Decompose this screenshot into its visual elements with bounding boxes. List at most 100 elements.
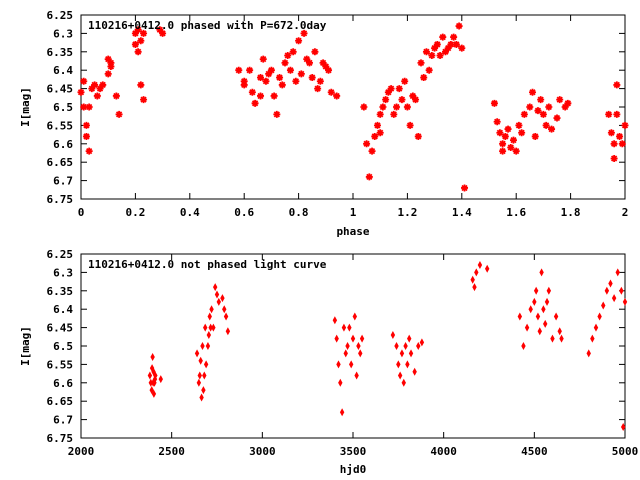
x-tick-label: 4500 (521, 445, 548, 458)
data-point (544, 297, 550, 306)
data-point (289, 48, 297, 56)
data-point (222, 305, 227, 314)
data-point (419, 338, 425, 347)
data-point (208, 323, 213, 332)
data-point (115, 110, 123, 118)
data-point (444, 44, 452, 52)
y-tick-label: 6.55 (47, 119, 74, 132)
data-point (539, 268, 544, 277)
data-point (390, 110, 398, 118)
data-point (394, 342, 399, 350)
data-point (526, 103, 534, 111)
y-tick-label: 6.65 (47, 395, 74, 408)
y-tick-label: 6.3 (53, 27, 73, 40)
data-point (541, 305, 546, 314)
data-point (235, 66, 243, 74)
data-point (548, 125, 556, 133)
y-tick-label: 6.3 (53, 266, 73, 279)
data-point (542, 121, 550, 129)
data-point (216, 297, 222, 306)
data-point (257, 74, 265, 82)
data-point (615, 268, 620, 277)
data-point (85, 103, 93, 111)
data-point (358, 349, 363, 358)
data-point (207, 312, 212, 321)
data-point (407, 334, 412, 343)
data-point (131, 29, 139, 37)
data-point (311, 48, 319, 56)
data-point (520, 110, 528, 118)
data-point (401, 378, 406, 387)
data-point (201, 386, 206, 395)
data-point (528, 305, 533, 314)
data-point (556, 96, 564, 104)
data-point (441, 48, 449, 56)
data-point (265, 70, 273, 78)
x-tick-label: 3500 (340, 445, 367, 458)
data-point (622, 297, 628, 306)
data-point (276, 74, 284, 82)
data-point (405, 360, 410, 369)
data-point (149, 386, 154, 395)
y-tick-label: 6.6 (53, 377, 73, 390)
y-tick-label: 6.55 (47, 358, 74, 371)
data-point (137, 81, 145, 89)
y-axis-label: I[mag] (19, 326, 32, 366)
data-point (399, 349, 405, 358)
data-point (499, 140, 507, 148)
data-point (350, 334, 356, 343)
data-point (537, 96, 545, 104)
data-point (341, 323, 347, 332)
x-tick-label: 2 (622, 206, 629, 219)
data-point (408, 349, 414, 358)
data-point (376, 129, 384, 137)
x-tick-label: 5000 (612, 445, 639, 458)
data-point (474, 268, 479, 277)
data-point (608, 279, 613, 288)
data-point (564, 99, 572, 107)
x-tick-label: 2000 (68, 445, 95, 458)
x-tick-label: 1.2 (397, 206, 417, 219)
data-point (308, 74, 316, 82)
y-tick-label: 6.45 (47, 322, 74, 335)
data-point (531, 132, 539, 140)
data-point (225, 327, 231, 336)
data-point (425, 66, 433, 74)
data-point (610, 140, 618, 148)
data-point (611, 294, 617, 303)
chart-title: 110216+0412.0 phased with P=672.0day (88, 19, 327, 32)
data-point (251, 99, 259, 107)
data-point (517, 312, 523, 321)
data-point (621, 121, 629, 129)
data-point (345, 342, 350, 350)
x-tick-label: 0 (78, 206, 85, 219)
data-point (200, 342, 205, 350)
y-tick-label: 6.5 (53, 101, 73, 114)
y-tick-label: 6.25 (47, 248, 74, 261)
data-point (501, 132, 509, 140)
y-tick-label: 6.7 (53, 414, 73, 427)
data-point (406, 121, 414, 129)
data-point (450, 33, 458, 41)
data-point (343, 349, 348, 358)
data-point (159, 29, 167, 37)
data-point (458, 44, 466, 52)
data-point (447, 40, 455, 48)
data-point (376, 110, 384, 118)
data-point (199, 393, 204, 402)
y-tick-label: 6.5 (53, 340, 73, 353)
data-point (347, 323, 352, 332)
data-point (368, 147, 376, 155)
data-point (248, 88, 256, 96)
data-point (586, 349, 591, 358)
data-point (403, 342, 408, 350)
data-point (618, 140, 626, 148)
data-point (295, 37, 303, 45)
data-point (354, 371, 359, 380)
data-point (431, 44, 439, 52)
data-point (99, 81, 107, 89)
data-point (348, 360, 354, 369)
data-point (205, 342, 211, 350)
data-point (620, 422, 626, 431)
